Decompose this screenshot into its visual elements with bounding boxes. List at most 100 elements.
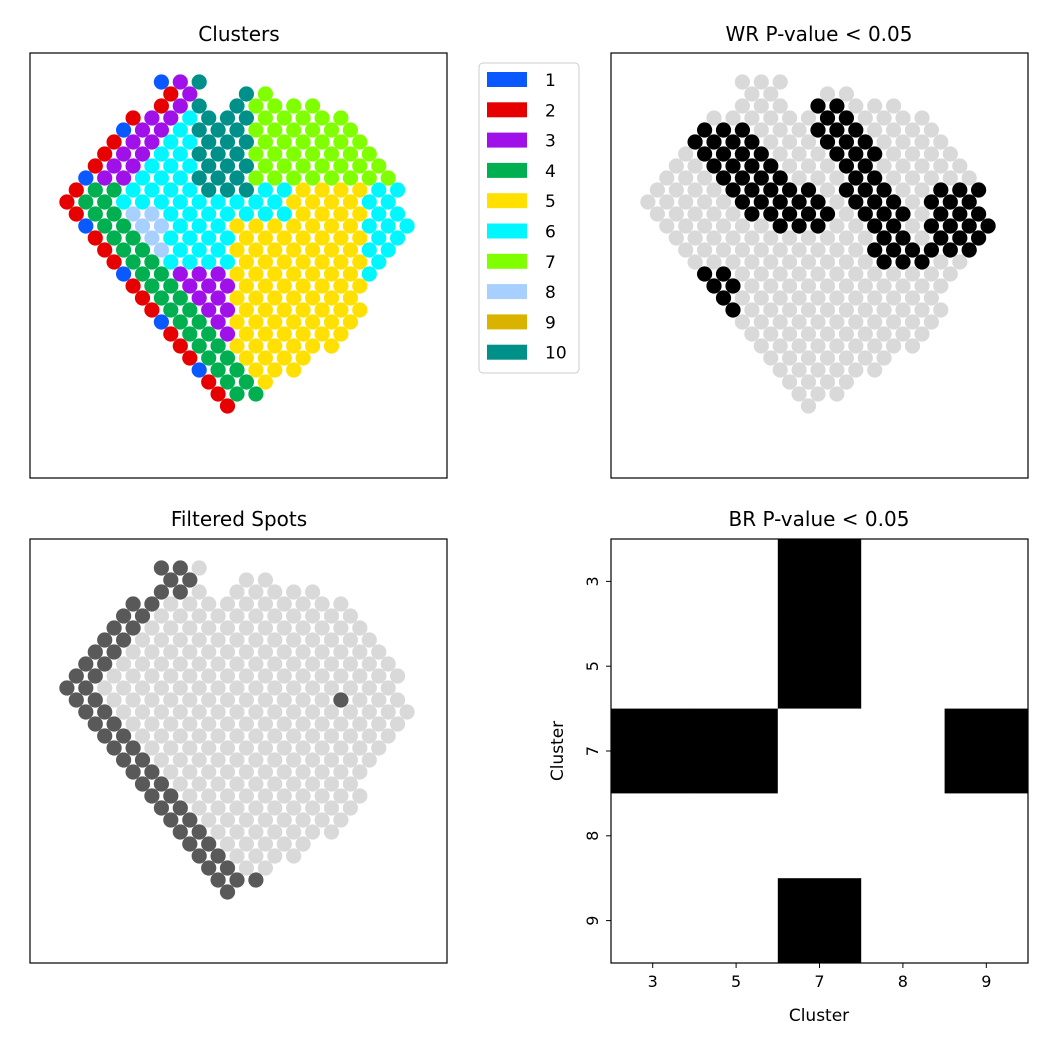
filtered-spot xyxy=(153,656,169,672)
filtered-spot xyxy=(172,824,188,840)
clusters-spot xyxy=(295,350,311,366)
filtered-spot xyxy=(238,620,254,636)
wr-spot xyxy=(725,134,741,150)
filtered-spot xyxy=(116,704,132,720)
filtered-spot xyxy=(201,692,217,708)
clusters-spot xyxy=(305,194,321,210)
wr-spot xyxy=(782,254,798,270)
wr-spot xyxy=(923,290,940,306)
wr-spot xyxy=(838,230,855,246)
filtered-spot xyxy=(314,644,330,660)
filtered-spot xyxy=(87,668,103,684)
clusters-spot xyxy=(333,110,349,126)
wr-spot xyxy=(848,170,864,186)
wr-spot xyxy=(763,158,779,174)
wr-spot xyxy=(753,242,769,258)
filtered-spot xyxy=(305,656,321,672)
clusters-spot xyxy=(134,122,151,138)
clusters-spot xyxy=(116,146,132,162)
clusters-spot xyxy=(323,194,340,210)
filtered-spot xyxy=(305,608,321,624)
filtered-spot xyxy=(399,704,415,720)
clusters-spot xyxy=(305,170,321,186)
wr-spot xyxy=(914,158,930,174)
filtered-spot xyxy=(201,668,217,684)
clusters-spot xyxy=(257,182,273,198)
wr-spot xyxy=(914,326,930,342)
clusters-spot xyxy=(134,266,151,282)
clusters-spot xyxy=(257,254,273,270)
br-ticks: 3 5 7 8 9 3 5 7 8 9 xyxy=(583,576,991,991)
filtered-spot xyxy=(305,728,321,744)
filtered-spot xyxy=(134,632,151,648)
wr-spot xyxy=(706,278,722,294)
wr-spot xyxy=(848,266,864,282)
wr-spot xyxy=(791,290,807,306)
wr-spot xyxy=(697,122,713,138)
heatmap-cell xyxy=(611,793,695,879)
wr-spot xyxy=(715,194,732,210)
filtered-spot xyxy=(314,740,330,756)
filtered-spot xyxy=(380,656,396,672)
clusters-spot xyxy=(267,338,283,354)
filtered-spot xyxy=(276,620,292,636)
clusters-spot xyxy=(323,146,340,162)
wr-spot xyxy=(829,242,845,258)
clusters-spot xyxy=(229,122,245,138)
wr-spot xyxy=(952,206,968,222)
filtered-spot xyxy=(182,836,198,852)
filtered-spot xyxy=(323,824,340,840)
wr-spot xyxy=(914,206,930,222)
clusters-spot xyxy=(352,134,368,150)
wr-spot xyxy=(668,206,684,222)
filtered-spot xyxy=(286,752,302,768)
filtered-spot xyxy=(134,752,151,768)
clusters-spot xyxy=(323,290,340,306)
filtered-spot xyxy=(172,752,188,768)
wr-spot xyxy=(933,134,949,150)
clusters-spot xyxy=(191,122,207,138)
clusters-spot xyxy=(219,398,236,414)
filtered-spot xyxy=(191,728,207,744)
clusters-spot xyxy=(125,206,141,222)
clusters-spot xyxy=(68,206,84,222)
clusters-spot xyxy=(248,146,264,162)
filtered-spot xyxy=(238,812,254,828)
clusters-spot xyxy=(295,278,311,294)
clusters-spot xyxy=(267,146,283,162)
filtered-spot xyxy=(163,596,179,612)
filtered-spot xyxy=(229,656,245,672)
clusters-spot xyxy=(153,290,169,306)
wr-spot xyxy=(904,218,921,234)
wr-spot xyxy=(772,242,788,258)
clusters-spot xyxy=(116,122,132,138)
clusters-spot xyxy=(210,314,226,330)
filtered-spot xyxy=(286,776,302,792)
wr-spot xyxy=(678,194,694,210)
wr-spot xyxy=(819,230,836,246)
filtered-spot xyxy=(134,680,151,696)
wr-spot xyxy=(933,254,949,270)
filtered-spot xyxy=(201,596,217,612)
clusters-spot xyxy=(267,218,283,234)
filtered-spot xyxy=(172,776,188,792)
wr-spot xyxy=(772,338,788,354)
clusters-spot xyxy=(305,314,321,330)
clusters-spot xyxy=(210,338,226,354)
filtered-spot xyxy=(229,608,245,624)
clusters-spot xyxy=(276,134,292,150)
filtered-spot xyxy=(295,836,311,852)
filtered-spot xyxy=(201,716,217,732)
filtered-spot xyxy=(342,608,358,624)
clusters-spot xyxy=(116,266,132,282)
wr-spot xyxy=(848,122,864,138)
clusters-spot xyxy=(219,110,236,126)
wr-spot xyxy=(744,302,760,318)
clusters-spot xyxy=(182,158,198,174)
wr-spot xyxy=(829,338,845,354)
filtered-spot xyxy=(248,680,264,696)
wr-spot xyxy=(829,170,845,186)
clusters-spot xyxy=(342,314,358,330)
wr-spot xyxy=(952,158,968,174)
